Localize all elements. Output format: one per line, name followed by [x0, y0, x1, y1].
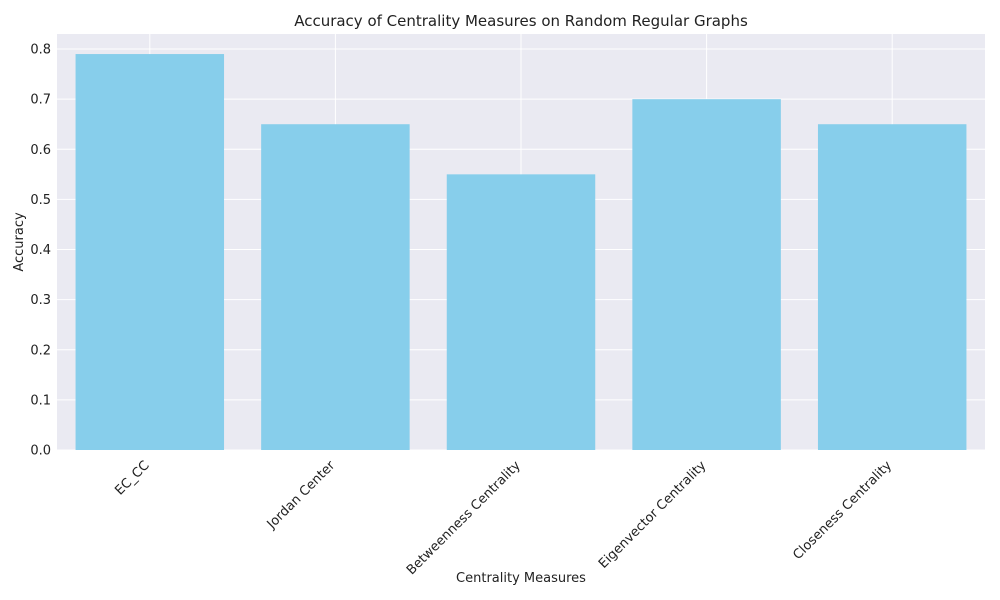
chart-title: Accuracy of Centrality Measures on Rando…	[294, 12, 748, 30]
y-tick-label: 0.2	[30, 343, 51, 358]
x-tick-label: EC_CC	[112, 458, 152, 498]
bar	[75, 54, 225, 451]
y-axis-ticks: 0.0 0.1 0.2 0.3 0.4 0.5 0.6 0.7 0.8	[30, 43, 51, 459]
bar	[817, 124, 967, 451]
bar	[446, 174, 596, 451]
x-axis-title: Centrality Measures	[456, 571, 586, 586]
bars	[75, 54, 967, 451]
y-tick-label: 0.4	[30, 243, 51, 258]
x-tick-label: Eigenvector Centrality	[596, 458, 710, 572]
x-tick-label: Betweenness Centrality	[404, 458, 524, 578]
x-tick-label: Jordan Center	[264, 458, 339, 533]
y-tick-label: 0.6	[30, 143, 51, 158]
y-tick-label: 0.0	[30, 444, 51, 459]
x-tick-label: Closeness Centrality	[790, 458, 895, 563]
x-axis-ticks: EC_CC Jordan Center Betweenness Centrality…	[112, 458, 895, 578]
y-tick-label: 0.1	[30, 393, 51, 408]
y-tick-label: 0.5	[30, 193, 51, 208]
y-tick-label: 0.8	[30, 43, 51, 58]
y-tick-label: 0.3	[30, 293, 51, 308]
y-axis-title: Accuracy	[12, 212, 27, 272]
y-tick-label: 0.7	[30, 93, 51, 108]
bar	[632, 99, 781, 451]
bar	[261, 124, 410, 451]
